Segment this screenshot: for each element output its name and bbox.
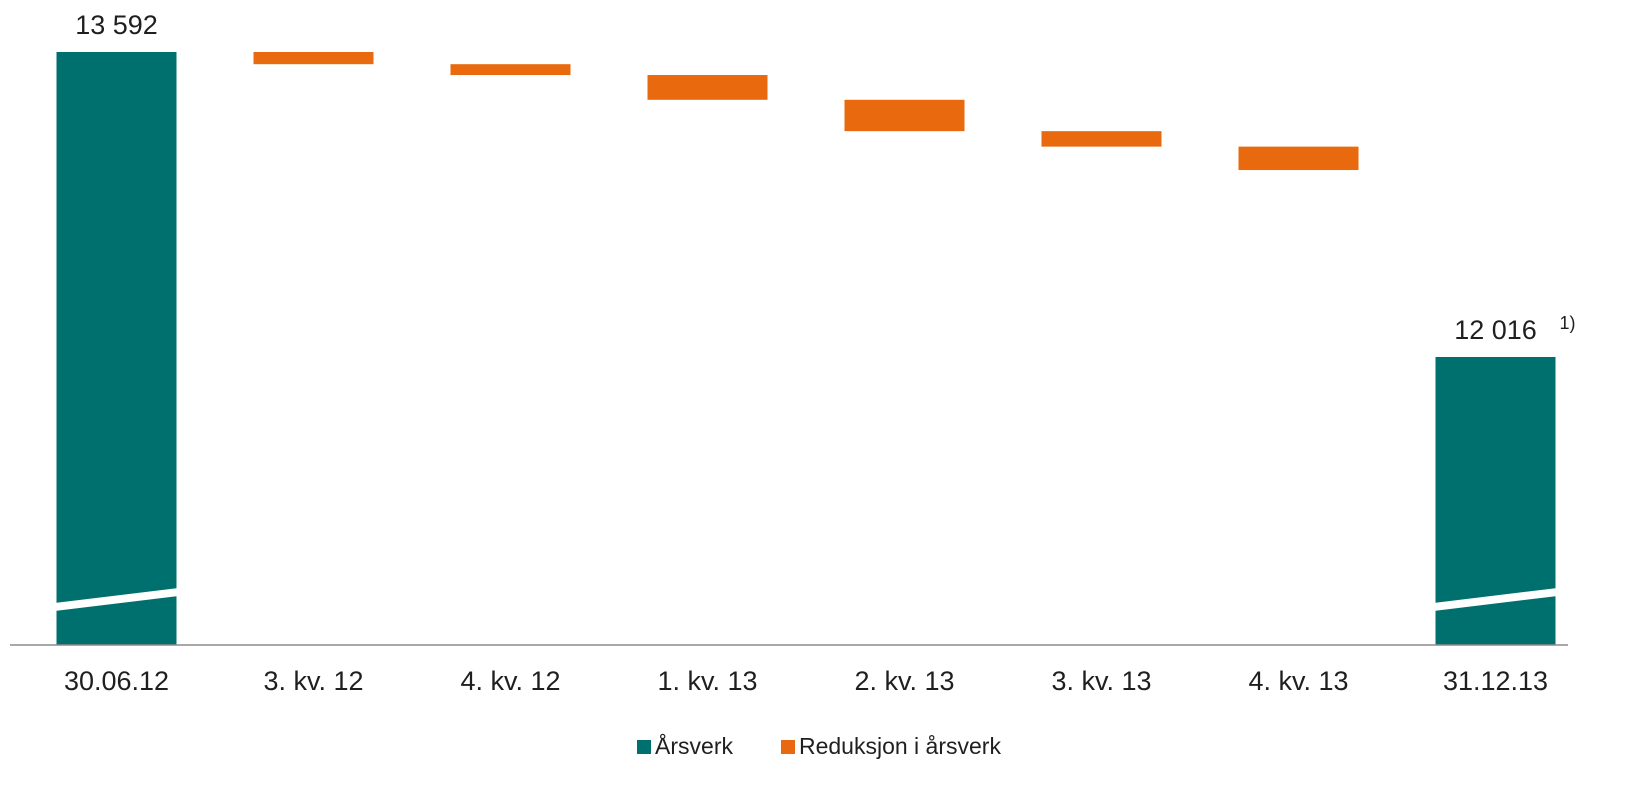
chart-legend: Årsverk Reduksjon i årsverk (0, 733, 1638, 760)
x-tick-label: 1. kv. 13 (657, 666, 757, 696)
legend-label-arsverk: Årsverk (655, 733, 733, 759)
x-tick-label: 4. kv. 12 (460, 666, 560, 696)
bar-decrease-6 (1238, 146, 1359, 171)
x-tick-label: 3. kv. 13 (1051, 666, 1151, 696)
x-tick-label: 3. kv. 12 (263, 666, 363, 696)
data-label: 13 592 (75, 10, 158, 40)
bar-decrease-2 (450, 64, 571, 76)
x-tick-label: 30.06.12 (64, 666, 169, 696)
bar-decrease-5 (1041, 131, 1162, 147)
legend-item-arsverk: Årsverk (637, 733, 733, 760)
bar-decrease-1 (253, 52, 374, 65)
bar-decrease-3 (647, 75, 768, 100)
legend-label-reduksjon: Reduksjon i årsverk (798, 733, 1001, 759)
x-tick-label: 4. kv. 13 (1248, 666, 1348, 696)
legend-item-reduksjon: Reduksjon i årsverk (780, 733, 1001, 760)
x-tick-label: 2. kv. 13 (854, 666, 954, 696)
legend-swatch-arsverk (637, 739, 652, 754)
axis-break-mark (54, 588, 179, 611)
bar-decrease-4 (844, 99, 965, 132)
axis-break-mark (1433, 588, 1558, 611)
legend-swatch-reduksjon (780, 739, 795, 754)
bar-total-0 (56, 52, 177, 645)
data-label: 12 016 (1454, 315, 1537, 345)
x-tick-label: 31.12.13 (1443, 666, 1548, 696)
data-label-footnote: 1) (1559, 313, 1575, 333)
